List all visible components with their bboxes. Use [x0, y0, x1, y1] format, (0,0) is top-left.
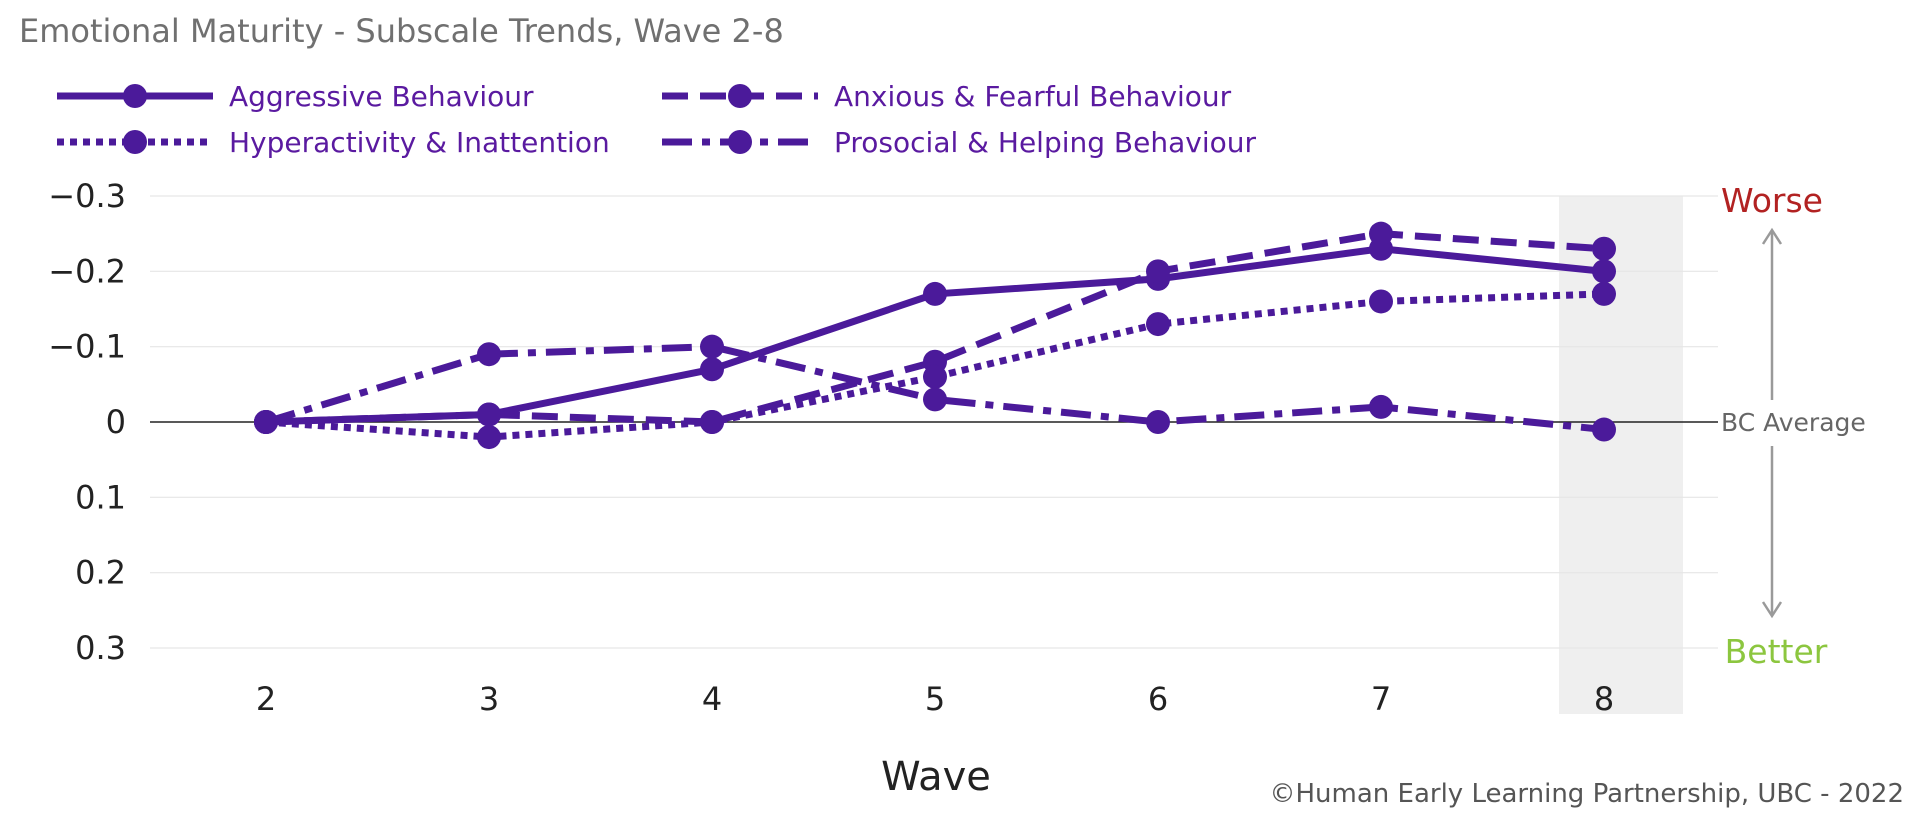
- data-point: [254, 410, 278, 434]
- x-axis-label: Wave: [881, 754, 991, 800]
- data-point: [477, 425, 501, 450]
- legend-label: Anxious & Fearful Behaviour: [834, 79, 1232, 113]
- data-point: [1146, 410, 1170, 434]
- legend-label: Prosocial & Helping Behaviour: [834, 125, 1256, 159]
- worse-label: Worse: [1721, 181, 1823, 220]
- y-tick-label: 0.2: [75, 554, 126, 592]
- better-label: Better: [1725, 632, 1828, 671]
- x-tick-label: 4: [702, 680, 722, 718]
- data-point: [923, 387, 947, 412]
- legend-item-anxious: Anxious & Fearful Behaviour: [660, 76, 1231, 116]
- data-point: [1146, 312, 1170, 337]
- legend-swatch-solid: [57, 84, 213, 108]
- copyright-credit: ©Human Early Learning Partnership, UBC -…: [1269, 779, 1904, 809]
- legend-label: Aggressive Behaviour: [229, 79, 534, 113]
- x-tick-label: 7: [1371, 680, 1391, 718]
- bc-average-label: BC Average: [1721, 408, 1866, 437]
- x-tick-label: 6: [1148, 680, 1168, 718]
- y-tick-label: 0.3: [75, 629, 126, 667]
- data-point: [1369, 394, 1393, 419]
- data-point: [1369, 289, 1393, 314]
- data-point: [700, 334, 724, 359]
- data-point: [1592, 417, 1616, 442]
- data-point: [700, 357, 724, 382]
- legend-item-hyperactivity: Hyperactivity & Inattention: [55, 122, 610, 162]
- y-tick-label: −0.2: [48, 252, 126, 290]
- legend-item-aggressive: Aggressive Behaviour: [55, 76, 534, 116]
- legend-swatch-dotted: [57, 130, 213, 154]
- data-point: [1369, 221, 1393, 246]
- chart-title: Emotional Maturity - Subscale Trends, Wa…: [19, 12, 784, 50]
- legend-swatch-dashdot: [662, 130, 818, 154]
- y-tick-label: −0.3: [48, 177, 126, 215]
- better-arrow-head-icon: [1761, 601, 1783, 619]
- x-tick-label: 2: [256, 680, 276, 718]
- y-tick-label: 0: [106, 403, 126, 441]
- data-point: [1592, 236, 1616, 261]
- y-tick-label: −0.1: [48, 328, 126, 366]
- data-point: [1146, 259, 1170, 284]
- data-point: [477, 402, 501, 427]
- data-point: [923, 364, 947, 389]
- data-point: [1592, 259, 1616, 284]
- data-point: [1592, 281, 1616, 306]
- y-tick-label: 0.1: [75, 478, 126, 516]
- series-dashdot: [254, 334, 1616, 442]
- legend-label: Hyperactivity & Inattention: [229, 125, 610, 159]
- worse-arrow-head-icon: [1761, 227, 1783, 245]
- data-point: [477, 342, 501, 367]
- legend-swatch-dashed: [662, 84, 818, 108]
- data-point: [700, 410, 724, 434]
- legend-item-prosocial: Prosocial & Helping Behaviour: [660, 122, 1256, 162]
- current-wave-highlight: [1559, 196, 1683, 714]
- data-point: [923, 281, 947, 306]
- x-tick-label: 5: [925, 680, 945, 718]
- x-tick-label: 3: [479, 680, 499, 718]
- x-tick-label: 8: [1594, 680, 1614, 718]
- series-dotted: [254, 281, 1616, 450]
